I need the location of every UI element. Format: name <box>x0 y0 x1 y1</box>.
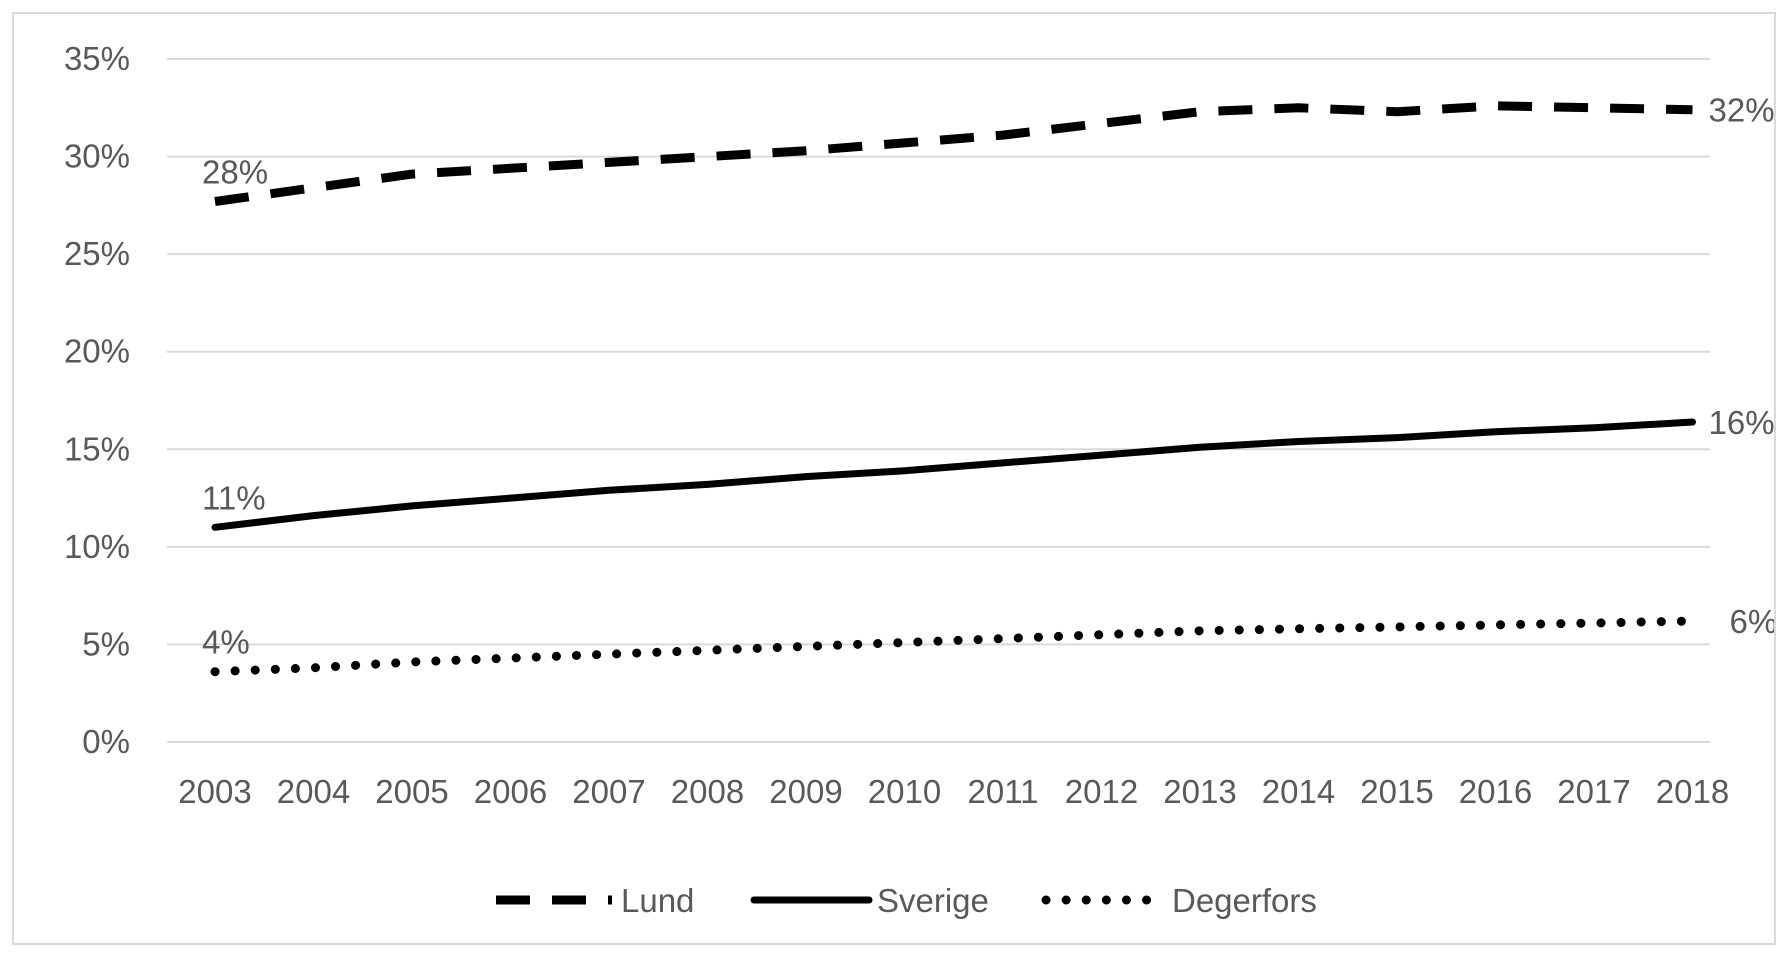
data-label-start: 4% <box>202 624 250 661</box>
x-tick-label: 2010 <box>868 773 941 810</box>
x-tick-label: 2006 <box>474 773 547 810</box>
x-tick-label: 2014 <box>1262 773 1335 810</box>
x-tick-label: 2015 <box>1360 773 1433 810</box>
line-chart: 0%5%10%15%20%25%30%35% 2003 2004 2005 2006 2… <box>64 40 1777 919</box>
gridlines <box>167 58 1710 743</box>
x-tick-label: 2017 <box>1557 773 1630 810</box>
x-tick-label: 2003 <box>178 773 251 810</box>
x-tick-label: 2004 <box>277 773 350 810</box>
x-tick-label: 2013 <box>1163 773 1236 810</box>
y-tick-label: 20% <box>64 333 130 370</box>
data-labels: 28% 32% 11% 16% 4% 6% <box>202 92 1777 661</box>
chart-frame: 0% 5% 10% 15% 20% 25% 30% 35% 2003 2004 2005 2006 2… <box>12 12 1777 945</box>
x-tick-label: 2016 <box>1459 773 1532 810</box>
legend-label: Degerfors <box>1172 882 1317 919</box>
y-tick-label: 35% <box>64 40 130 77</box>
data-label-start: 28% <box>202 153 268 190</box>
data-label-end: 32% <box>1709 92 1775 129</box>
y-axis-tick-labels: 0% 5% 10% 15% 20% 25% 30% 35% <box>64 40 130 760</box>
y-tick-label: 5% <box>82 625 130 662</box>
data-label-start: 11% <box>202 479 266 516</box>
y-tick-label: 25% <box>64 235 130 272</box>
legend-label: Lund <box>621 882 694 919</box>
x-tick-label: 2009 <box>769 773 842 810</box>
data-label-end: 6% <box>1730 603 1775 640</box>
x-tick-label: 2012 <box>1065 773 1138 810</box>
legend-item-lund: Lund <box>496 882 694 919</box>
series-line-degerfors <box>210 616 1697 677</box>
x-tick-label: 2011 <box>968 773 1039 810</box>
y-tick-label: 0% <box>82 723 130 760</box>
series-lines <box>210 101 1697 677</box>
x-tick-label: 2005 <box>375 773 448 810</box>
legend-item-degerfors: Degerfors <box>1041 882 1317 919</box>
series-line-lund <box>214 101 1693 206</box>
y-tick-label: 10% <box>64 528 130 565</box>
x-axis-tick-labels: 2003 2004 2005 2006 2007 2008 2009 2010 2011 2012… <box>178 773 1729 810</box>
x-tick-label: 2008 <box>671 773 744 810</box>
data-label-end: 16% <box>1709 404 1775 441</box>
y-tick-label: 30% <box>64 138 130 175</box>
legend-label: Sverige <box>877 882 989 919</box>
legend: Lund Sverige Degerfors <box>496 882 1317 919</box>
series-line-sverige <box>211 418 1696 531</box>
x-tick-label: 2018 <box>1656 773 1729 810</box>
legend-item-sverige: Sverige <box>750 882 989 919</box>
y-tick-label: 15% <box>64 430 130 467</box>
x-tick-label: 2007 <box>572 773 645 810</box>
